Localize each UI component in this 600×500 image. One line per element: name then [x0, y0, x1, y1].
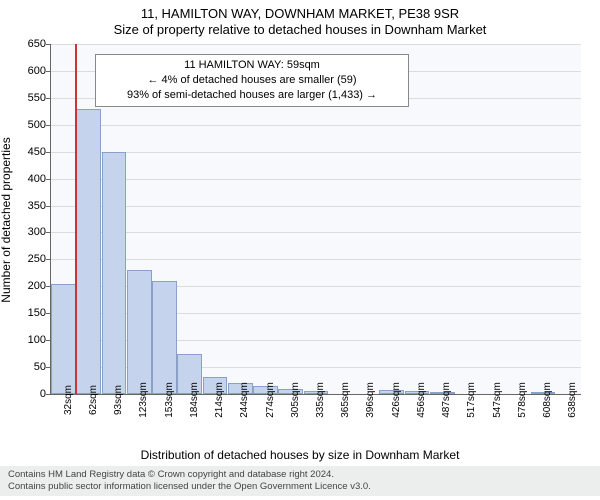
ytick-mark: [46, 152, 50, 153]
gridline: [51, 206, 581, 207]
histogram-bar: [152, 281, 177, 394]
ytick-mark: [46, 179, 50, 180]
ytick-label: 300: [28, 226, 46, 238]
xtick-label: 274sqm: [265, 382, 276, 418]
gridline: [51, 232, 581, 233]
gridline: [51, 44, 581, 45]
xtick-label: 547sqm: [492, 382, 503, 418]
ytick-label: 250: [28, 253, 46, 265]
ytick-label: 400: [28, 173, 46, 185]
histogram-bar: [102, 152, 127, 394]
info-line-2: ← 4% of detached houses are smaller (59): [102, 73, 402, 88]
xtick-label: 487sqm: [441, 382, 452, 418]
ytick-mark: [46, 125, 50, 126]
footer-line-1: Contains HM Land Registry data © Crown c…: [8, 469, 592, 481]
xtick-label: 305sqm: [290, 382, 301, 418]
ytick-mark: [46, 98, 50, 99]
gridline: [51, 152, 581, 153]
ytick-mark: [46, 340, 50, 341]
ytick-mark: [46, 232, 50, 233]
ytick-label: 350: [28, 200, 46, 212]
histogram-bar: [76, 109, 101, 394]
xtick-label: 214sqm: [214, 382, 225, 418]
xtick-label: 638sqm: [567, 382, 578, 418]
xtick-label: 608sqm: [542, 382, 553, 418]
xtick-label: 62sqm: [88, 385, 99, 415]
ytick-label: 650: [28, 38, 46, 50]
xtick-label: 335sqm: [315, 382, 326, 418]
xtick-label: 153sqm: [164, 382, 175, 418]
ytick-mark: [46, 71, 50, 72]
footer: Contains HM Land Registry data © Crown c…: [0, 466, 600, 496]
gridline: [51, 259, 581, 260]
xtick-label: 32sqm: [63, 385, 74, 415]
xtick-label: 426sqm: [391, 382, 402, 418]
xtick-label: 396sqm: [365, 382, 376, 418]
ytick-mark: [46, 286, 50, 287]
ytick-label: 50: [34, 361, 46, 373]
histogram-chart: 11, HAMILTON WAY, DOWNHAM MARKET, PE38 9…: [0, 0, 600, 500]
plot-area: 11 HAMILTON WAY: 59sqm ← 4% of detached …: [50, 44, 581, 395]
info-box: 11 HAMILTON WAY: 59sqm ← 4% of detached …: [95, 54, 409, 107]
ytick-label: 550: [28, 92, 46, 104]
xtick-label: 123sqm: [138, 382, 149, 418]
ytick-label: 450: [28, 146, 46, 158]
xtick-label: 517sqm: [466, 382, 477, 418]
gridline: [51, 179, 581, 180]
xtick-label: 456sqm: [416, 382, 427, 418]
ytick-label: 600: [28, 65, 46, 77]
ytick-mark: [46, 259, 50, 260]
xtick-label: 93sqm: [113, 385, 124, 415]
footer-line-2: Contains public sector information licen…: [8, 481, 592, 493]
y-axis-label: Number of detached properties: [0, 137, 13, 302]
info-line-3: 93% of semi-detached houses are larger (…: [102, 88, 402, 103]
ytick-label: 200: [28, 280, 46, 292]
ytick-label: 500: [28, 119, 46, 131]
xtick-label: 184sqm: [189, 382, 200, 418]
ytick-label: 150: [28, 307, 46, 319]
chart-title-2: Size of property relative to detached ho…: [0, 22, 600, 37]
marker-line: [75, 44, 77, 394]
xtick-label: 578sqm: [517, 382, 528, 418]
chart-title-1: 11, HAMILTON WAY, DOWNHAM MARKET, PE38 9…: [0, 6, 600, 21]
ytick-mark: [46, 206, 50, 207]
xtick-label: 365sqm: [340, 382, 351, 418]
info-line-1: 11 HAMILTON WAY: 59sqm: [102, 58, 402, 73]
x-axis-label: Distribution of detached houses by size …: [0, 448, 600, 462]
ytick-label: 100: [28, 334, 46, 346]
histogram-bar: [127, 270, 152, 394]
ytick-mark: [46, 367, 50, 368]
histogram-bar: [51, 284, 76, 394]
gridline: [51, 125, 581, 126]
ytick-mark: [46, 394, 50, 395]
ytick-mark: [46, 313, 50, 314]
xtick-label: 244sqm: [239, 382, 250, 418]
ytick-mark: [46, 44, 50, 45]
